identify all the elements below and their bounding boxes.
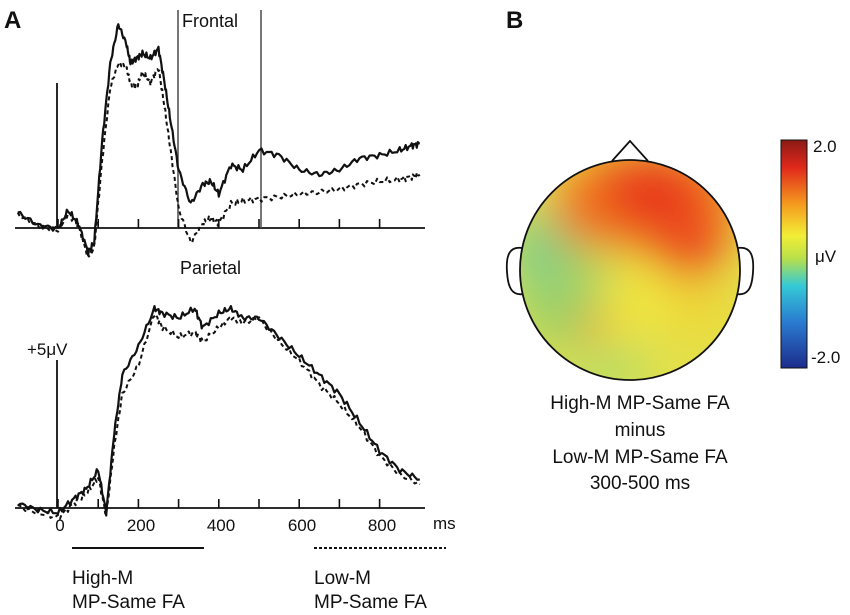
head-outline: [519, 159, 741, 381]
legend-dashed-label-1: Low-M: [314, 568, 371, 589]
x-tick-label: 400: [207, 516, 235, 535]
colorbar-max-label: 2.0: [813, 137, 837, 156]
topo-colors: [520, 160, 740, 380]
parietal-high-m-line: [17, 305, 420, 517]
nose: [611, 139, 649, 162]
caption-line-4: 300-500 ms: [590, 473, 690, 494]
legend-dashed-label-2: MP-Same FA: [314, 592, 427, 613]
legend: High-M MP-Same FA Low-M MP-Same FA: [72, 547, 446, 613]
x-tick-label: 800: [368, 516, 396, 535]
caption-line-3: Low-M MP-Same FA: [552, 447, 728, 468]
parietal-low-m-line: [17, 313, 421, 520]
parietal-plot: Parietal +5μV 0 200 400 600 800 ms: [15, 258, 456, 535]
colorbar-gradient: [780, 139, 808, 369]
topographic-map: [505, 139, 755, 381]
frontal-low-m-line: [16, 61, 421, 258]
legend-solid-label-2: MP-Same FA: [72, 592, 185, 613]
frontal-plot: Frontal: [15, 10, 425, 258]
colorbar: 2.0 μV -2.0: [780, 137, 840, 369]
frontal-title: Frontal: [182, 11, 238, 31]
parietal-title: Parietal: [180, 258, 241, 278]
scale-bar-label: +5μV: [27, 340, 68, 359]
caption-line-1: High-M MP-Same FA: [550, 393, 730, 414]
topo-caption: High-M MP-Same FA minus Low-M MP-Same FA…: [550, 393, 730, 494]
x-axis-unit: ms: [433, 514, 456, 533]
x-tick-label: 0: [55, 516, 64, 535]
colorbar-min-label: -2.0: [811, 348, 840, 367]
parietal-ticks: [57, 499, 381, 508]
x-tick-label: 600: [288, 516, 316, 535]
x-tick-label: 200: [127, 516, 155, 535]
frontal-high-m-line: [17, 23, 421, 257]
colorbar-unit-label: μV: [815, 247, 837, 266]
x-tick-labels: 0 200 400 600 800: [55, 516, 396, 535]
panel-a-label: A: [4, 7, 21, 34]
legend-solid-label-1: High-M: [72, 568, 133, 589]
panel-b-label: B: [506, 7, 523, 34]
caption-line-2: minus: [615, 420, 666, 441]
